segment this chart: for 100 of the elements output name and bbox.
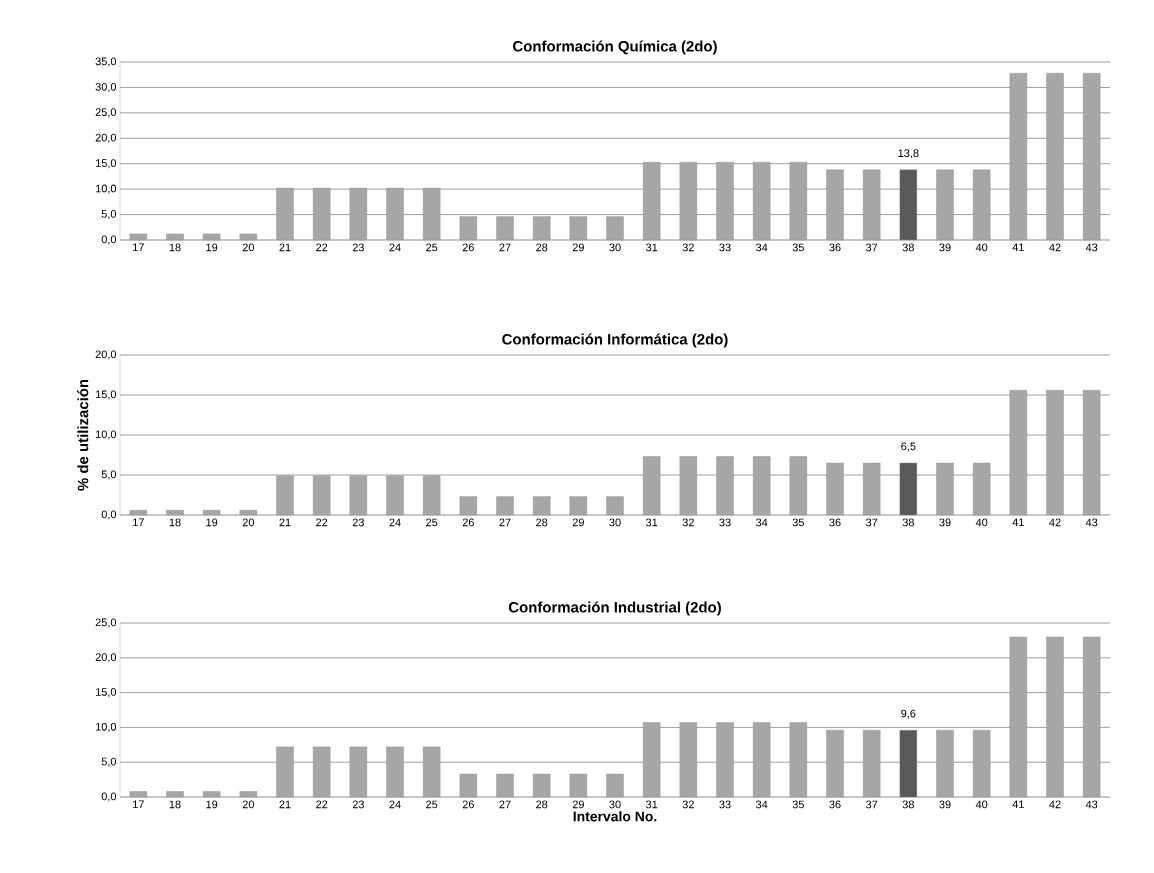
x-tick-label: 42	[1049, 243, 1061, 252]
x-tick-label: 17	[133, 800, 144, 809]
x-tick-label: 31	[646, 800, 658, 809]
x-tick-label: 23	[352, 243, 364, 252]
y-tick-label: 10,0	[95, 184, 117, 194]
x-tick-label: 25	[426, 800, 438, 809]
x-tick-label: 27	[499, 243, 511, 252]
x-tick-label: 42	[1049, 800, 1061, 809]
x-tick-label: 40	[975, 243, 988, 252]
x-tick-label: 39	[939, 518, 951, 527]
x-tick-label: 28	[536, 518, 548, 527]
x-tick-label: 38	[902, 518, 914, 527]
x-tick-label: 20	[242, 518, 254, 527]
x-tick-label: 34	[756, 800, 768, 809]
x-tick-label: 21	[279, 800, 291, 809]
x-tick-label: 41	[1012, 518, 1024, 527]
x-tick-label: 31	[646, 518, 658, 527]
x-tick-label: 30	[609, 243, 621, 252]
x-tick-label: 31	[646, 243, 658, 252]
x-tick-label: 21	[279, 518, 291, 527]
chart-title: Conformación Química (2do)	[513, 40, 717, 55]
x-tick-label: 43	[1085, 243, 1098, 252]
y-tick-label: 25,0	[95, 618, 117, 628]
x-tick-label: 32	[682, 518, 694, 527]
x-tick-label: 25	[426, 243, 438, 252]
x-tick-label: 22	[316, 800, 328, 809]
x-tick-label: 37	[866, 243, 878, 252]
x-tick-label: 41	[1012, 800, 1024, 809]
y-tick-label: 0,0	[101, 235, 117, 245]
x-tick-label: 40	[975, 800, 988, 809]
y-tick-label: 25,0	[95, 108, 117, 118]
x-tick-label: 27	[499, 800, 511, 809]
x-tick-label: 29	[572, 800, 584, 809]
x-tick-label: 37	[866, 518, 878, 527]
x-tick-label: 34	[756, 518, 768, 527]
y-tick-label: 10,0	[95, 722, 117, 732]
x-tick-label: 18	[169, 518, 181, 527]
y-tick-label: 20,0	[95, 350, 117, 360]
x-tick-label: 35	[792, 243, 804, 252]
bar	[899, 169, 918, 241]
bar	[899, 729, 918, 798]
x-tick-label: 17	[133, 518, 144, 527]
y-tick-label: 15,0	[95, 688, 117, 698]
y-tick-label: 5,0	[101, 757, 117, 767]
x-tick-label: 24	[389, 243, 401, 252]
x-tick-label: 35	[792, 800, 804, 809]
x-tick-label: 30	[609, 800, 621, 809]
x-tick-label: 25	[426, 518, 438, 527]
chart-title: Conformación Industrial (2do)	[508, 601, 721, 616]
x-tick-label: 30	[609, 518, 621, 527]
y-axis-title: % de utilización	[77, 379, 89, 491]
x-tick-label: 26	[462, 243, 474, 252]
x-tick-label: 21	[279, 243, 291, 252]
x-tick-label: 23	[352, 800, 364, 809]
y-tick-label: 20,0	[95, 133, 117, 143]
y-tick-label: 35,0	[95, 57, 117, 67]
y-tick-label: 15,0	[95, 390, 117, 400]
x-tick-label: 24	[389, 518, 401, 527]
x-tick-label: 38	[902, 800, 914, 809]
x-tick-label: 41	[1012, 243, 1024, 252]
y-tick-label: 0,0	[101, 792, 117, 802]
x-tick-label: 22	[316, 518, 328, 527]
x-tick-label: 33	[719, 800, 731, 809]
x-tick-label: 24	[389, 800, 401, 809]
x-tick-label: 40	[975, 518, 988, 527]
x-tick-label: 36	[829, 518, 841, 527]
data-label: 9,6	[901, 709, 916, 719]
x-tick-label: 34	[756, 243, 768, 252]
x-tick-label: 37	[866, 800, 878, 809]
x-tick-label: 33	[719, 518, 731, 527]
x-tick-label: 18	[169, 243, 181, 252]
x-tick-label: 19	[206, 243, 218, 252]
x-tick-label: 39	[939, 243, 951, 252]
x-tick-label: 38	[902, 243, 914, 252]
x-tick-label: 19	[206, 518, 218, 527]
x-tick-label: 23	[352, 518, 364, 527]
y-tick-label: 15,0	[95, 159, 117, 169]
x-tick-label: 39	[939, 800, 951, 809]
x-tick-label: 26	[462, 800, 474, 809]
data-label: 13,8	[898, 149, 919, 159]
x-tick-label: 20	[242, 800, 254, 809]
x-tick-label: 28	[536, 800, 548, 809]
x-tick-label: 20	[242, 243, 254, 252]
x-tick-label: 27	[499, 518, 511, 527]
x-tick-label: 17	[133, 243, 144, 252]
x-tick-label: 43	[1085, 518, 1098, 527]
y-tick-label: 30,0	[95, 82, 117, 92]
x-tick-label: 43	[1085, 800, 1098, 809]
data-label: 6,5	[901, 442, 916, 452]
x-tick-label: 35	[792, 518, 804, 527]
chart-title: Conformación Informática (2do)	[502, 333, 728, 348]
x-tick-label: 18	[169, 800, 181, 809]
x-axis-title: Intervalo No.	[573, 811, 657, 822]
y-tick-label: 5,0	[101, 210, 117, 220]
y-tick-label: 5,0	[101, 470, 117, 480]
x-tick-label: 36	[829, 243, 841, 252]
x-tick-label: 22	[316, 243, 328, 252]
y-tick-label: 0,0	[101, 510, 117, 520]
x-tick-label: 26	[462, 518, 474, 527]
x-tick-label: 42	[1049, 518, 1061, 527]
